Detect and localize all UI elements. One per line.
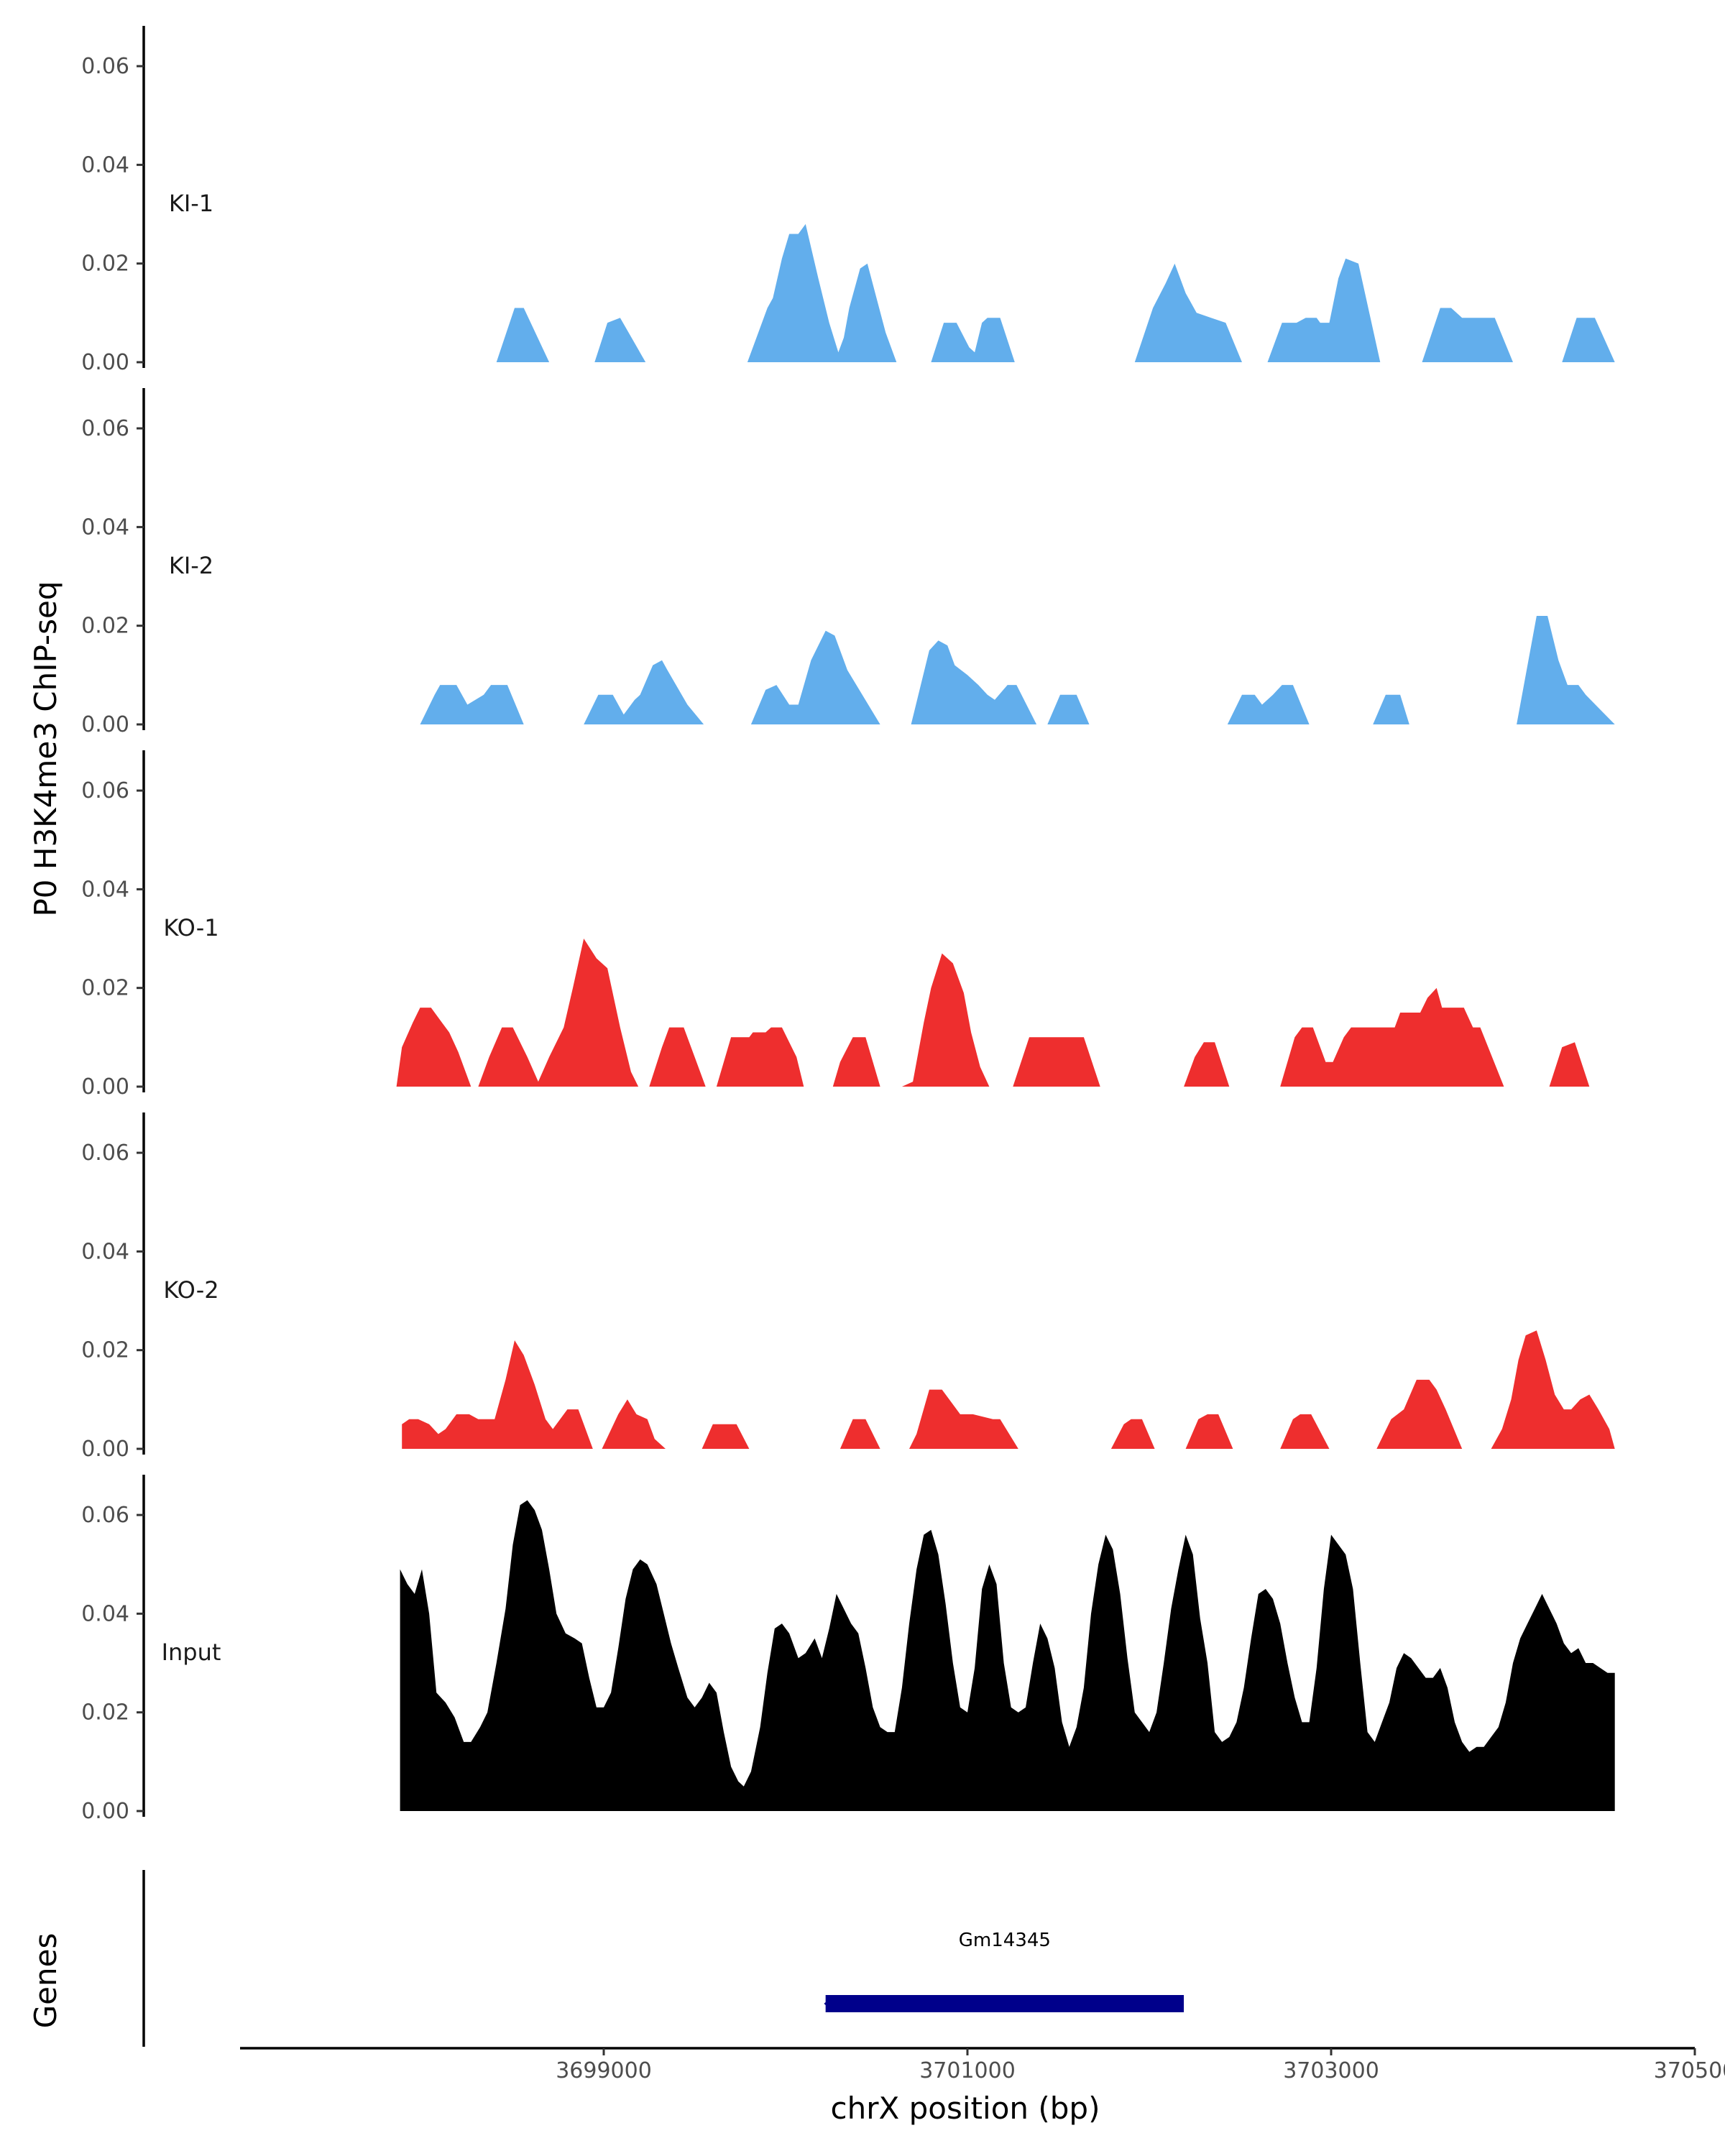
track-panel-input: 0.00 0.02 0.04 0.06 Input: [81, 1475, 1615, 1824]
y-tick-label: 0.00: [81, 350, 129, 375]
x-ticks: 3699000 3701000 3703000 370500: [556, 2048, 1725, 2083]
signal-area-input: [400, 1500, 1615, 1811]
x-axis: 3699000 3701000 3703000 370500: [240, 2047, 1725, 2083]
track-panels: 0.00 0.02 0.04 0.06 KI-1 0.00 0.02 0.04 0.06 KI-2…: [81, 26, 1615, 1824]
strand-arrow-icon: [824, 1996, 833, 2011]
x-tick-label: 3703000: [1283, 2058, 1379, 2083]
track-label: KI-1: [169, 190, 213, 217]
y-axis-title: P0 H3K4me3 ChIP-seq: [28, 581, 63, 916]
y-tick-label: 0.02: [81, 1700, 129, 1726]
y-tick-label: 0.06: [81, 1141, 129, 1166]
track-panel-ko-1: 0.00 0.02 0.04 0.06 KO-1: [81, 750, 1590, 1100]
track-panel-ki-1: 0.00 0.02 0.04 0.06 KI-1: [81, 26, 1615, 375]
track-panel-ko-2: 0.00 0.02 0.04 0.06 KO-2: [81, 1112, 1615, 1462]
genes-axis-title: Genes: [28, 1933, 63, 2029]
y-tick-label: 0.00: [81, 1074, 129, 1100]
y-tick-label: 0.04: [81, 152, 129, 178]
gene-panel: Gm14345: [142, 1870, 1184, 2047]
x-tick-label: 370500: [1654, 2058, 1725, 2083]
gene-features: Gm14345: [824, 1930, 1184, 2012]
signal-area-ko-2: [402, 1330, 1615, 1449]
signal-area-ki-2: [420, 616, 1615, 724]
y-tick-label: 0.06: [81, 1503, 129, 1528]
y-tick-label: 0.00: [81, 1437, 129, 1462]
y-tick-label: 0.02: [81, 1338, 129, 1363]
y-tick-label: 0.06: [81, 778, 129, 803]
y-tick-label: 0.00: [81, 712, 129, 737]
y-tick-label: 0.02: [81, 614, 129, 639]
signal-area-ki-1: [496, 224, 1615, 362]
track-label: KO-2: [163, 1276, 218, 1304]
track-label: KI-2: [169, 552, 213, 579]
y-tick-label: 0.04: [81, 515, 129, 540]
y-tick-label: 0.06: [81, 416, 129, 441]
signal-area-ko-1: [396, 939, 1590, 1087]
y-tick-label: 0.06: [81, 54, 129, 79]
y-tick-label: 0.02: [81, 976, 129, 1001]
y-tick-label: 0.02: [81, 252, 129, 277]
x-tick-label: 3699000: [556, 2058, 652, 2083]
x-tick-label: 3701000: [919, 2058, 1016, 2083]
gene-label: Gm14345: [959, 1930, 1051, 1951]
track-panel-ki-2: 0.00 0.02 0.04 0.06 KI-2: [81, 388, 1615, 737]
y-tick-label: 0.04: [81, 1601, 129, 1626]
y-tick-label: 0.04: [81, 1239, 129, 1264]
y-tick-label: 0.04: [81, 877, 129, 902]
track-label: Input: [162, 1639, 221, 1666]
y-tick-label: 0.00: [81, 1799, 129, 1824]
gene-body: [825, 1995, 1184, 2012]
track-label: KO-1: [163, 914, 218, 941]
x-axis-title: chrX position (bp): [831, 2091, 1100, 2126]
